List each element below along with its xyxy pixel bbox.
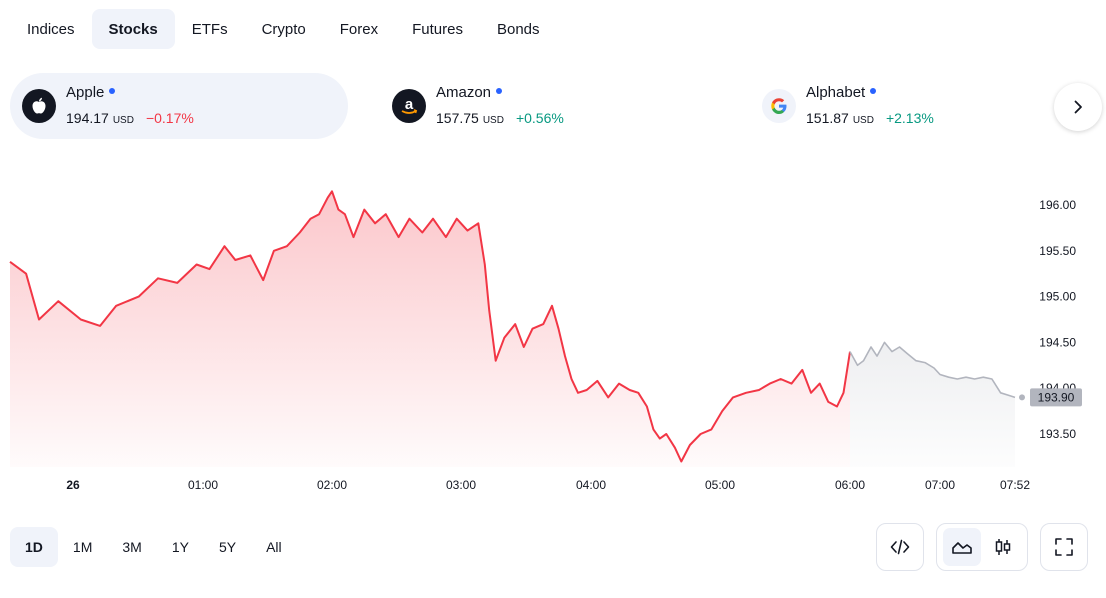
ticker-quote: 157.75 USD +0.56% bbox=[436, 110, 564, 126]
tab-indices[interactable]: Indices bbox=[27, 20, 75, 38]
last-price-label: 193.90 bbox=[1030, 388, 1082, 407]
ticker-name: Apple bbox=[66, 84, 116, 101]
last-price-dot bbox=[1019, 394, 1025, 401]
candlestick-icon bbox=[995, 539, 1010, 555]
y-tick-label: 194.50 bbox=[1039, 335, 1076, 349]
y-tick-label: 195.50 bbox=[1039, 244, 1076, 258]
x-tick-label: 26 bbox=[66, 478, 80, 492]
x-tick-label: 05:00 bbox=[705, 478, 735, 492]
ticker-change: +0.56% bbox=[515, 110, 564, 126]
chevron-right-icon bbox=[1074, 100, 1082, 114]
fullscreen-button[interactable] bbox=[1040, 523, 1088, 571]
candlestick-chart-button[interactable] bbox=[984, 528, 1022, 566]
ticker-quote: 194.17 USD −0.17% bbox=[66, 110, 194, 126]
svg-text:a: a bbox=[405, 96, 414, 113]
tab-bonds[interactable]: Bonds bbox=[496, 20, 540, 38]
embed-code-icon bbox=[890, 539, 910, 555]
area-chart-button[interactable] bbox=[942, 528, 981, 566]
y-tick-label: 193.50 bbox=[1039, 427, 1076, 441]
x-tick-label: 06:00 bbox=[835, 478, 865, 492]
x-tick-label: 03:00 bbox=[446, 478, 476, 492]
ticker-currency: USD bbox=[112, 115, 134, 126]
tab-crypto[interactable]: Crypto bbox=[261, 20, 306, 38]
next-tickers-button[interactable] bbox=[1054, 83, 1102, 131]
ticker-change: −0.17% bbox=[145, 110, 194, 126]
ticker-name: Amazon bbox=[436, 84, 503, 101]
tab-etfs[interactable]: ETFs bbox=[191, 20, 228, 38]
x-axis: 26 01:00 02:00 03:00 04:00 05:00 06:00 07:00 07:… bbox=[66, 478, 1030, 492]
ticker-card-amazon[interactable]: a Amazon 157.75 USD +0.56% bbox=[380, 73, 718, 139]
range-1d-button[interactable]: 1D bbox=[10, 527, 58, 567]
range-5y-button[interactable]: 5Y bbox=[218, 539, 237, 555]
y-tick-label: 196.00 bbox=[1039, 198, 1076, 212]
tab-futures[interactable]: Futures bbox=[412, 20, 463, 38]
ticker-price: 151.87 bbox=[806, 110, 849, 126]
market-tabs: Indices Stocks ETFs Crypto Forex Futures… bbox=[10, 9, 557, 49]
ticker-currency: USD bbox=[482, 115, 504, 126]
fullscreen-icon bbox=[1055, 538, 1073, 556]
range-1m-button[interactable]: 1M bbox=[72, 539, 93, 555]
range-all-button[interactable]: All bbox=[266, 539, 282, 555]
chart-type-toggle bbox=[936, 523, 1028, 571]
y-tick-label: 195.00 bbox=[1039, 290, 1076, 304]
area-chart-icon bbox=[951, 542, 972, 554]
range-1y-button[interactable]: 1Y bbox=[171, 539, 189, 555]
ticker-card-apple[interactable]: Apple 194.17 USD −0.17% bbox=[10, 73, 348, 139]
ticker-currency: USD bbox=[852, 115, 874, 126]
extended-session-line bbox=[849, 341, 1016, 399]
ticker-change: +2.13% bbox=[885, 110, 934, 126]
live-dot bbox=[870, 88, 877, 95]
regular-session-line bbox=[9, 190, 851, 463]
live-dot bbox=[496, 88, 503, 95]
extended-session-area bbox=[850, 342, 1015, 467]
live-dot bbox=[109, 88, 116, 95]
regular-session-area bbox=[10, 191, 850, 468]
ticker-name: Alphabet bbox=[806, 84, 877, 101]
tab-forex[interactable]: Forex bbox=[339, 20, 379, 38]
x-tick-label: 07:00 bbox=[925, 478, 955, 492]
svg-text:193.90: 193.90 bbox=[1038, 390, 1075, 404]
x-tick-label: 02:00 bbox=[317, 478, 347, 492]
ticker-price: 194.17 bbox=[66, 110, 109, 126]
embed-button[interactable] bbox=[876, 523, 924, 571]
ticker-price: 157.75 bbox=[436, 110, 479, 126]
google-logo-icon bbox=[762, 89, 796, 123]
range-3m-button[interactable]: 3M bbox=[122, 539, 142, 555]
ticker-card-alphabet[interactable]: Alphabet 151.87 USD +2.13% bbox=[750, 73, 1088, 139]
range-selector: 1D 1M 3M 1Y 5Y All bbox=[10, 527, 297, 567]
x-tick-label: 04:00 bbox=[576, 478, 606, 492]
amazon-logo-icon: a bbox=[392, 89, 426, 123]
x-tick-label: 07:52 bbox=[1000, 478, 1030, 492]
x-tick-label: 01:00 bbox=[188, 478, 218, 492]
apple-logo-icon bbox=[22, 89, 56, 123]
ticker-quote: 151.87 USD +2.13% bbox=[806, 110, 934, 126]
tab-stocks[interactable]: Stocks bbox=[91, 9, 175, 49]
